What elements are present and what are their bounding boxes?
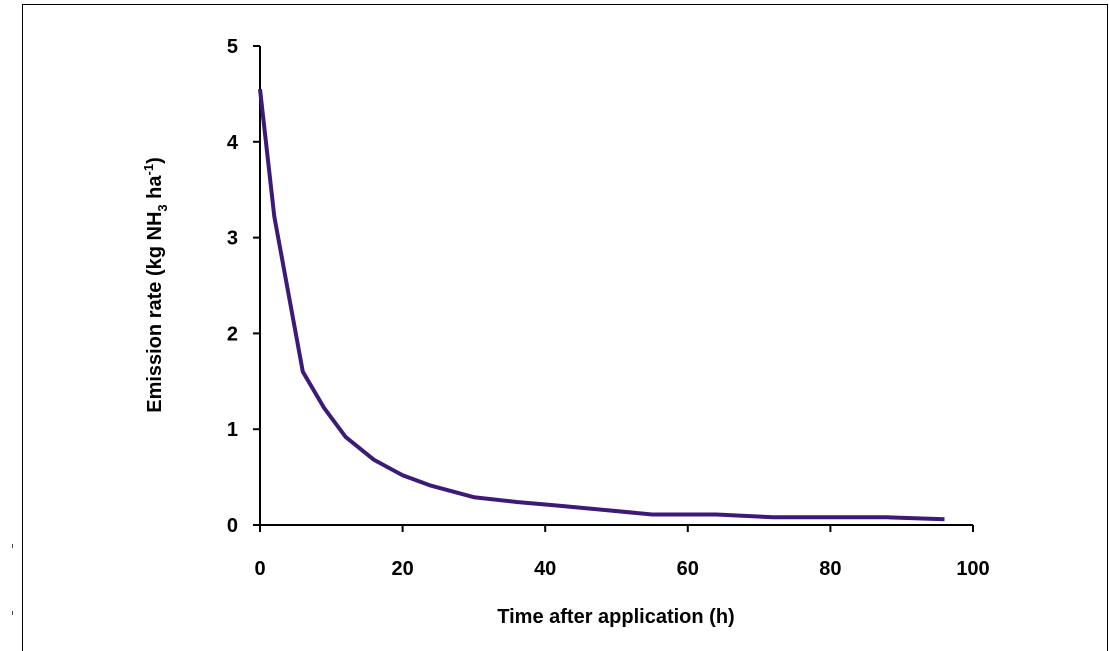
y-tick-label: 3 [227,228,238,250]
series-line [258,88,945,522]
y-axis-title: Emission rate (kg NH3 ha-1) [141,157,170,413]
edge-mark [12,544,13,548]
y-tick-label: 1 [227,419,238,441]
y-tick-label: 0 [227,515,238,537]
y-tick-label: 5 [227,36,238,58]
x-tick-label: 20 [391,558,413,580]
x-axis-title: Time after application (h) [497,606,734,628]
x-tick-label: 80 [819,558,841,580]
y-tick-label: 4 [227,132,239,154]
y-axis-ticks: 0 1 2 3 4 5 [227,36,260,537]
x-tick-label: 100 [956,558,989,580]
x-tick-label: 0 [254,558,265,580]
x-tick-label: 40 [534,558,556,580]
x-axis-ticks: 0 20 40 60 80 100 [254,525,990,580]
series-layer [258,88,945,522]
chart-frame [22,4,1108,651]
x-tick-label: 60 [677,558,699,580]
edge-mark [12,611,13,615]
y-tick-label: 2 [227,323,238,345]
axes [259,46,973,526]
